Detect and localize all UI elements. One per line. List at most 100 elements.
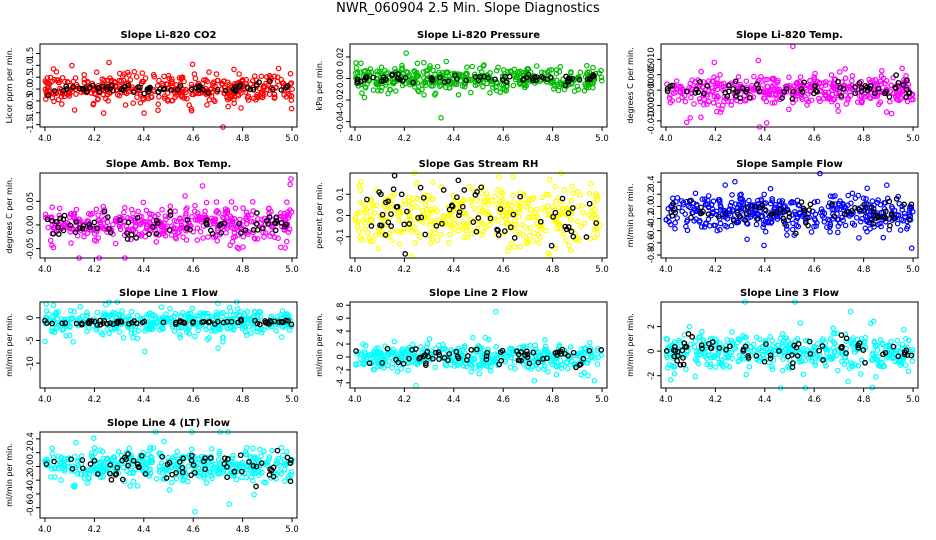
data-point [177, 215, 183, 222]
x-tick-label: 4.0 [38, 134, 52, 144]
data-point [387, 204, 394, 210]
data-point [680, 88, 686, 95]
data-point [434, 63, 441, 70]
data-point-black [101, 208, 108, 215]
data-point-black [841, 211, 848, 218]
data-point [189, 213, 195, 220]
y-tick-label: 8 [336, 303, 346, 308]
data-point [281, 226, 288, 232]
data-point [93, 69, 100, 76]
data-point [836, 69, 843, 75]
data-point [375, 245, 382, 252]
data-point-black [569, 75, 576, 82]
data-point [790, 199, 797, 206]
data-point-black [133, 235, 140, 241]
data-point [767, 185, 774, 192]
data-point [720, 102, 726, 109]
data-point [574, 83, 581, 90]
data-point [177, 334, 184, 341]
data-point-black [852, 84, 858, 90]
data-point [584, 69, 591, 76]
data-point [830, 325, 836, 332]
data-point [412, 225, 418, 231]
data-point [528, 207, 534, 213]
data-point-black [273, 217, 280, 224]
data-point [210, 217, 216, 224]
data-point [556, 222, 563, 228]
data-point-black [376, 189, 383, 195]
data-point [286, 92, 293, 99]
data-point [242, 80, 249, 87]
y-tick-label: 0.0 [26, 82, 36, 96]
data-point [826, 96, 833, 102]
data-point-black [370, 74, 376, 81]
data-point [204, 102, 210, 108]
data-point [233, 311, 239, 318]
data-point [478, 69, 485, 75]
data-point [95, 212, 101, 218]
data-point [753, 221, 760, 228]
data-point-black [278, 87, 285, 93]
data-point [523, 239, 530, 246]
data-point [822, 82, 829, 88]
data-point-black [875, 213, 882, 220]
data-point [236, 71, 242, 77]
data-point [409, 200, 415, 206]
data-point [679, 94, 685, 101]
data-point [734, 217, 740, 224]
data-point [764, 89, 770, 96]
data-point [354, 219, 361, 225]
data-point [821, 219, 828, 225]
y-tick-label: -0.005 [647, 92, 657, 119]
data-point [240, 218, 247, 224]
scatter-points [42, 176, 295, 261]
data-point [443, 69, 449, 76]
x-tick-label: 4.6 [807, 395, 821, 405]
data-point [512, 71, 519, 77]
data-point [287, 181, 294, 188]
data-point [224, 209, 231, 216]
data-point [420, 59, 427, 66]
data-point [388, 237, 395, 244]
x-tick-label: 5.0 [595, 395, 609, 405]
data-point [279, 308, 286, 314]
plot-frame [39, 301, 298, 389]
data-point-black [252, 317, 258, 324]
data-point [225, 326, 231, 332]
data-point-black [428, 75, 435, 81]
data-point-black [385, 219, 392, 226]
data-point-black [722, 211, 729, 217]
data-point [403, 69, 410, 75]
data-point [772, 204, 778, 211]
data-point [670, 90, 677, 97]
data-point [230, 219, 236, 225]
data-point [818, 206, 825, 212]
page-title: NWR_060904 2.5 Min. Slope Diagnostics [336, 1, 600, 16]
data-point-black [250, 227, 257, 233]
data-point [63, 332, 69, 339]
data-point [722, 208, 728, 214]
data-point [100, 110, 107, 116]
y-tick-label: 0.05 [26, 192, 36, 211]
data-point [180, 234, 186, 241]
data-point [352, 214, 359, 221]
data-point [161, 438, 167, 445]
data-point-black [115, 318, 122, 325]
data-point [578, 223, 584, 230]
data-point [98, 221, 104, 228]
data-point-black [402, 251, 409, 257]
data-point-black [62, 320, 69, 326]
data-point [251, 491, 257, 498]
data-point [120, 334, 127, 341]
data-point [391, 66, 398, 72]
y-axis-label: percent per min. [315, 182, 324, 249]
data-point [837, 206, 843, 212]
data-point [807, 77, 813, 84]
data-point [715, 102, 722, 108]
data-point-black [537, 218, 544, 225]
data-point-black [155, 89, 162, 96]
data-point [459, 219, 466, 225]
data-point [861, 93, 868, 100]
data-point-black [733, 92, 739, 99]
